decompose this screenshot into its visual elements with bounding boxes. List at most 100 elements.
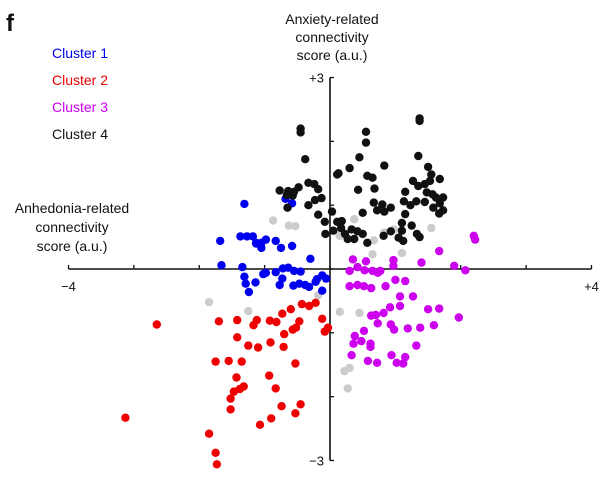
cluster-4-point bbox=[355, 153, 364, 162]
cluster-4-point bbox=[401, 187, 410, 196]
y-axis-label: Anxiety-related connectivity score (a.u.… bbox=[262, 10, 402, 64]
cluster-4-point bbox=[320, 217, 329, 226]
cluster-3-point bbox=[412, 341, 421, 350]
cluster-1-point bbox=[242, 232, 252, 241]
cluster-3-point bbox=[368, 266, 377, 276]
cluster-2-point bbox=[237, 357, 246, 366]
y-tick-label: −3 bbox=[309, 454, 324, 469]
cluster-4-point bbox=[369, 198, 378, 207]
cluster-2-point bbox=[277, 402, 286, 411]
cluster-2-point bbox=[226, 405, 235, 414]
cluster-4-point bbox=[380, 161, 389, 170]
cluster-3-point bbox=[416, 323, 425, 332]
cluster-2-point bbox=[121, 413, 130, 422]
cluster-3-point bbox=[435, 304, 444, 313]
cluster-3-point bbox=[372, 358, 382, 367]
cluster-1-point bbox=[278, 274, 287, 283]
axes bbox=[67, 76, 593, 462]
cluster-3-point bbox=[353, 280, 362, 290]
cluster-4-point bbox=[327, 207, 337, 216]
cluster-4-point bbox=[363, 238, 372, 247]
cluster-4-point bbox=[361, 138, 371, 147]
cluster-1-point bbox=[296, 267, 305, 276]
unassigned-point bbox=[291, 222, 300, 231]
cluster-2-point bbox=[272, 317, 281, 327]
cluster-3-point bbox=[350, 331, 359, 341]
legend: Cluster 1 Cluster 2 Cluster 3 Cluster 4 bbox=[52, 40, 108, 148]
cluster-1-point bbox=[276, 243, 286, 253]
cluster-3-point bbox=[395, 292, 405, 301]
cluster-4-point bbox=[438, 206, 448, 215]
unassigned-point bbox=[368, 250, 377, 259]
cluster-4-point bbox=[301, 155, 310, 164]
cluster-4-point bbox=[420, 197, 429, 207]
x-tick-label: +4 bbox=[584, 279, 599, 294]
cluster-2-point bbox=[286, 305, 295, 314]
cluster-4-point bbox=[379, 231, 388, 240]
cluster-4-point bbox=[386, 227, 395, 236]
cluster-4-point bbox=[427, 170, 436, 179]
cluster-3-point bbox=[435, 246, 444, 256]
cluster-4-point bbox=[415, 116, 424, 126]
cluster-2-point bbox=[278, 309, 287, 318]
y-axis-label-line: score (a.u.) bbox=[296, 47, 368, 63]
cluster-4-point bbox=[304, 201, 313, 210]
unassigned-point bbox=[284, 221, 293, 230]
x-axis-label-line: score (a.u.) bbox=[36, 238, 108, 254]
cluster-2-point bbox=[226, 394, 235, 403]
x-tick-label: −4 bbox=[61, 279, 76, 294]
cluster-4-point bbox=[361, 127, 371, 136]
cluster-3-point bbox=[367, 311, 376, 320]
cluster-1-point bbox=[241, 279, 250, 288]
cluster-2-point bbox=[233, 315, 242, 325]
cluster-2-point bbox=[304, 301, 314, 311]
y-axis-label-line: Anxiety-related bbox=[285, 11, 379, 27]
x-axis-label-line: Anhedonia-related bbox=[14, 200, 130, 216]
cluster-2-point bbox=[291, 323, 301, 332]
cluster-4-point bbox=[345, 163, 354, 173]
cluster-1-point bbox=[240, 272, 249, 281]
legend-item-cluster-4: Cluster 4 bbox=[52, 126, 109, 142]
cluster-3-point bbox=[392, 358, 401, 367]
cluster-3-point bbox=[360, 266, 369, 275]
cluster-1-point bbox=[244, 287, 254, 297]
cluster-4-point bbox=[314, 185, 323, 194]
cluster-4-point bbox=[414, 151, 423, 161]
cluster-4-point bbox=[423, 162, 433, 172]
cluster-1-point bbox=[284, 263, 293, 272]
cluster-3-point bbox=[345, 282, 354, 291]
cluster-2-point bbox=[211, 357, 220, 366]
cluster-2-point bbox=[291, 409, 300, 418]
cluster-2-point bbox=[249, 321, 258, 330]
cluster-3-point bbox=[470, 235, 480, 244]
legend-item-cluster-3: Cluster 3 bbox=[52, 99, 109, 115]
cluster-3-point bbox=[399, 359, 408, 368]
y-axis-label-line: connectivity bbox=[295, 29, 369, 45]
cluster-4-point bbox=[329, 226, 338, 235]
cluster-1-point bbox=[261, 235, 271, 244]
cluster-2-point bbox=[232, 373, 241, 382]
cluster-1-point bbox=[318, 286, 327, 295]
cluster-3-point bbox=[367, 283, 376, 293]
cluster-1-point bbox=[306, 254, 315, 263]
cluster-2-point bbox=[224, 356, 233, 366]
cluster-2-point bbox=[265, 316, 275, 325]
cluster-4-point bbox=[399, 197, 409, 206]
cluster-3-point bbox=[408, 292, 418, 301]
cluster-2-point bbox=[233, 333, 242, 342]
cluster-2-point bbox=[311, 298, 320, 307]
unassigned-point bbox=[343, 384, 352, 393]
cluster-3-point bbox=[389, 261, 398, 270]
unassigned-point bbox=[345, 363, 354, 373]
cluster-2-point bbox=[253, 343, 263, 352]
cluster-4-point bbox=[358, 229, 367, 239]
cluster-4-point bbox=[415, 232, 424, 242]
cluster-3-point bbox=[347, 351, 356, 360]
cluster-4-point bbox=[399, 236, 408, 246]
cluster-2-point bbox=[267, 414, 276, 423]
cluster-1-point bbox=[275, 280, 284, 290]
cluster-4-point bbox=[353, 185, 363, 194]
cluster-3-point bbox=[401, 276, 410, 286]
cluster-1-point bbox=[304, 282, 314, 292]
cluster-3-point bbox=[345, 266, 354, 276]
